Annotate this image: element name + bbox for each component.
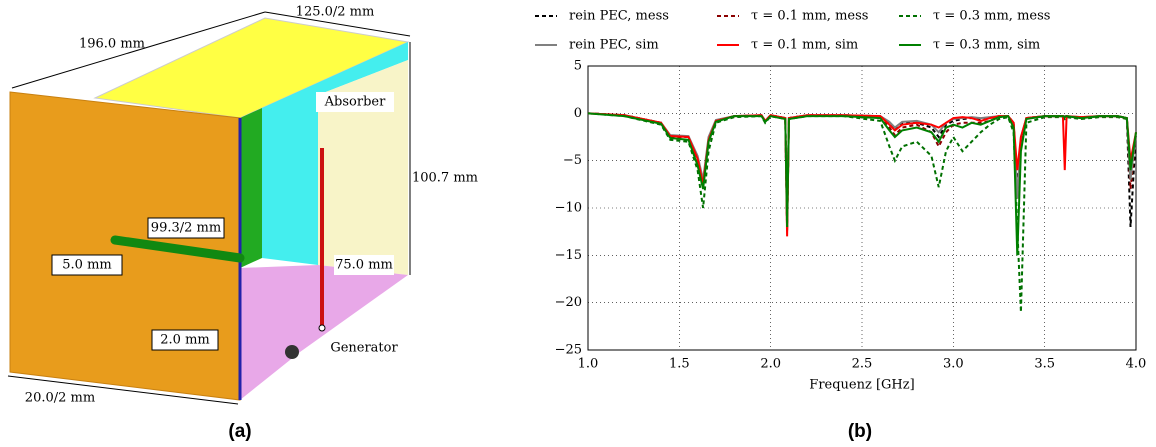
y-tick-label: −20 <box>555 295 582 310</box>
x-tick-label: 4.0 <box>1126 357 1147 372</box>
x-tick-label: 3.5 <box>1034 357 1055 372</box>
model-drawing: 125.0/2 mm 196.0 mm Absorber 100.7 mm 99… <box>7 5 478 406</box>
x-tick-label: 2.0 <box>760 357 781 372</box>
green-strip <box>240 108 262 268</box>
dim-line <box>7 375 239 405</box>
legend-label: τ = 0.3 mm, sim <box>933 38 1040 53</box>
x-tick-label: 2.5 <box>852 357 873 372</box>
label-box <box>334 255 394 275</box>
caption: (b) <box>848 421 872 442</box>
series-line <box>587 112 1137 232</box>
label-box <box>316 92 394 112</box>
dim-label: 5.0 mm <box>62 258 111 273</box>
absorber <box>318 60 408 275</box>
label: Absorber <box>324 95 386 110</box>
dim-label: 2.0 mm <box>160 333 209 348</box>
label-box <box>151 329 219 351</box>
label: Generator <box>330 341 398 356</box>
front-face <box>9 91 241 401</box>
rod <box>110 235 245 263</box>
y-tick-label: −5 <box>563 153 582 168</box>
legend-label: τ = 0.1 mm, sim <box>751 38 858 53</box>
plot-frame <box>587 65 1137 351</box>
legend-label: rein PEC, mess <box>569 9 669 24</box>
dim-label: 196.0 mm <box>79 37 145 52</box>
x-tick-label: 1.0 <box>578 357 599 372</box>
dim-label: 75.0 mm <box>335 258 393 273</box>
legend-label: rein PEC, sim <box>569 38 659 53</box>
x-tick-label: 3.0 <box>943 357 964 372</box>
y-tick-label: 0 <box>574 106 582 121</box>
series-line <box>587 112 1137 256</box>
generator <box>318 324 326 332</box>
y-tick-label: −15 <box>555 248 582 263</box>
dim-line <box>264 11 411 37</box>
y-tick-label: 5 <box>574 59 582 74</box>
y-tick-label: −10 <box>555 201 582 216</box>
legend-label: τ = 0.3 mm, mess <box>933 9 1050 24</box>
floor <box>240 265 408 400</box>
x-tick-label: 1.5 <box>669 357 690 372</box>
dim-label: 100.7 mm <box>412 171 478 186</box>
y-tick-label: −25 <box>555 343 582 358</box>
dim-line <box>11 11 266 89</box>
caption: (a) <box>228 421 251 442</box>
x-axis-label: Frequenz [GHz] <box>809 378 914 393</box>
side-face <box>262 42 408 265</box>
dim-label: 99.3/2 mm <box>151 221 221 236</box>
dim-label: 20.0/2 mm <box>25 391 95 406</box>
legend-label: τ = 0.1 mm, mess <box>751 9 868 24</box>
label-box <box>147 217 225 239</box>
dim-label: 125.0/2 mm <box>296 5 375 20</box>
label-box <box>51 254 123 276</box>
port <box>285 345 299 359</box>
